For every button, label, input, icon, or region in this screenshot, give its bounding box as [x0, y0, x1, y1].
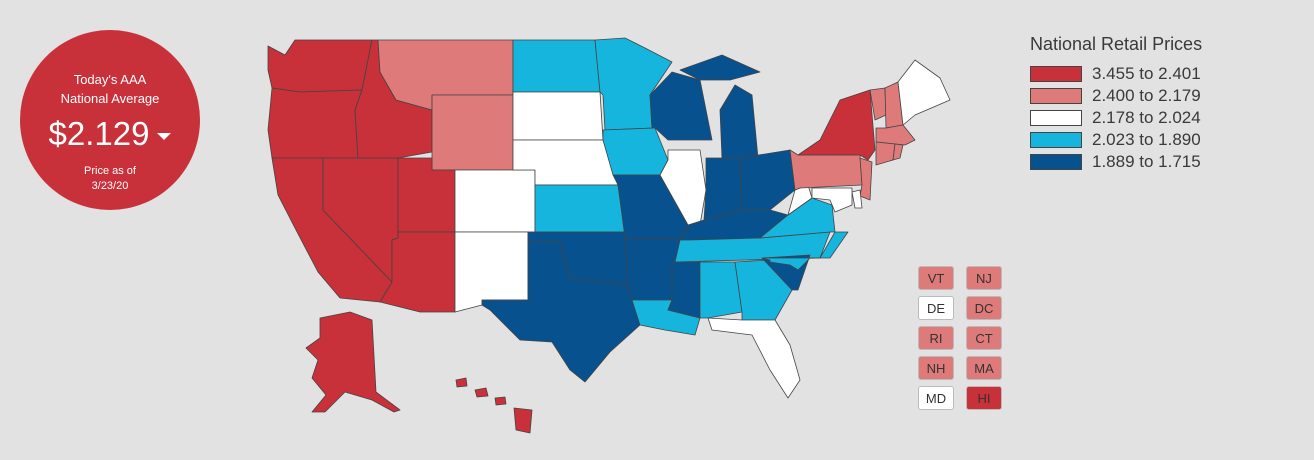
state-wy[interactable] [431, 94, 514, 171]
small-state-ct[interactable]: CT [966, 326, 1002, 350]
small-state-dc[interactable]: DC [966, 296, 1002, 320]
legend-swatch [1030, 66, 1082, 82]
state-fl[interactable] [707, 317, 801, 399]
state-nc[interactable] [761, 231, 849, 271]
state-ri[interactable] [892, 143, 904, 161]
national-average-heading: Today's AAA National Average [60, 72, 160, 106]
legend-item: 2.023 to 1.890 [1030, 129, 1202, 151]
legend-item: 3.455 to 2.401 [1030, 63, 1202, 85]
national-average-price: $2.129 [48, 115, 150, 152]
state-co[interactable] [454, 169, 536, 233]
state-mi[interactable] [679, 54, 761, 159]
state-wi[interactable] [649, 71, 713, 141]
small-state-hi[interactable]: HI [966, 386, 1002, 410]
legend-swatch [1030, 88, 1082, 104]
caret-down-icon [157, 132, 172, 140]
state-ms[interactable] [667, 261, 701, 319]
price-as-of: Price as of 3/23/20 [84, 165, 136, 192]
state-ct[interactable] [875, 141, 896, 166]
state-ak[interactable] [305, 311, 401, 413]
small-state-nh[interactable]: NH [918, 356, 954, 380]
legend-swatch [1030, 132, 1082, 148]
state-pa[interactable] [789, 149, 863, 191]
small-state-md[interactable]: MD [918, 386, 954, 410]
small-state-de[interactable]: DE [918, 296, 954, 320]
state-in[interactable] [703, 157, 743, 221]
state-nd[interactable] [512, 39, 601, 93]
national-average-badge: Today's AAA National Average $2.129 Pric… [20, 30, 200, 210]
legend-swatch [1030, 110, 1082, 126]
state-nj[interactable] [859, 157, 873, 201]
state-ma[interactable] [875, 124, 916, 146]
legend-item: 2.400 to 2.179 [1030, 85, 1202, 107]
small-states-grid: VT NJ DE DC RI CT NH MA MD HI [918, 266, 1002, 410]
small-state-ma[interactable]: MA [966, 356, 1002, 380]
state-de[interactable] [851, 189, 863, 209]
state-ia[interactable] [602, 127, 669, 176]
legend-title: National Retail Prices [1030, 34, 1203, 54]
small-state-nj[interactable]: NJ [966, 266, 1002, 290]
national-average-price-toggle[interactable]: $2.129 [49, 114, 172, 154]
small-state-vt[interactable]: VT [918, 266, 954, 290]
state-hi[interactable] [455, 377, 533, 434]
legend-item: 2.178 to 2.024 [1030, 107, 1202, 129]
legend-item: 1.889 to 1.715 [1030, 151, 1202, 173]
small-state-ri[interactable]: RI [918, 326, 954, 350]
state-ny[interactable] [797, 89, 876, 161]
legend-swatch [1030, 154, 1082, 170]
state-me[interactable] [897, 59, 951, 126]
state-sd[interactable] [512, 91, 604, 141]
state-or[interactable] [267, 87, 363, 159]
price-legend: National Retail Prices 3.455 to 2.401 2.… [1030, 34, 1202, 173]
state-oh[interactable] [739, 149, 796, 211]
state-ks[interactable] [534, 184, 626, 233]
state-md[interactable] [811, 187, 853, 213]
state-tx[interactable] [481, 241, 641, 383]
state-wa[interactable] [267, 39, 373, 93]
state-al[interactable] [699, 261, 743, 319]
